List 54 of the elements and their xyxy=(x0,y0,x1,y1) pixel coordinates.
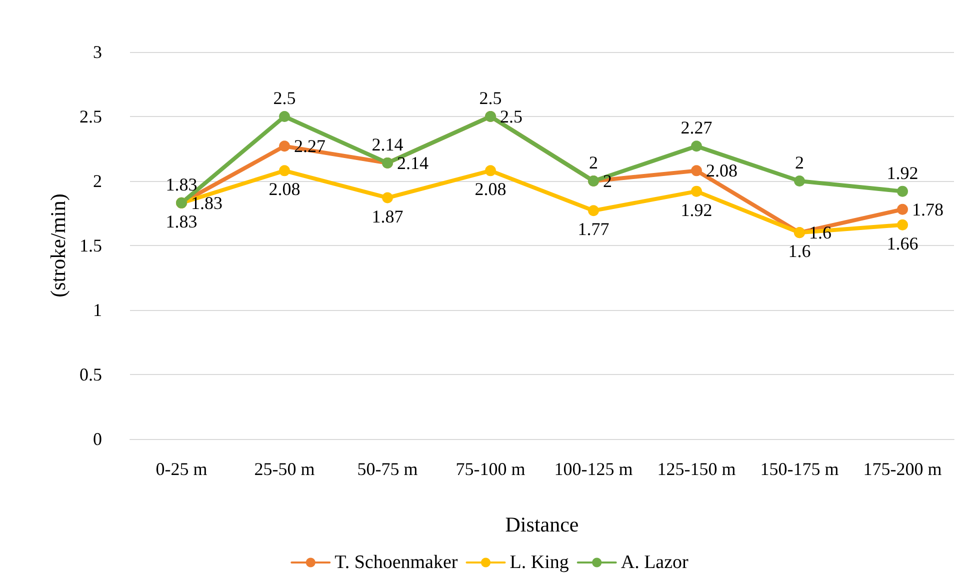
point xyxy=(279,165,290,176)
point xyxy=(485,165,496,176)
data-label: 2.08 xyxy=(268,179,300,200)
y-axis-title: (stroke/min) xyxy=(46,194,70,298)
x-tick-label: 0-25 m xyxy=(156,459,208,479)
data-label: 2 xyxy=(795,152,804,172)
data-label: 2.5 xyxy=(479,88,502,108)
x-tick-label: 100-125 m xyxy=(554,459,633,479)
legend-label: T. Schoenmaker xyxy=(334,552,458,573)
x-tick-label: 150-175 m xyxy=(760,459,839,479)
y-tick-label: 2.5 xyxy=(80,106,102,126)
data-label: 1.87 xyxy=(372,206,404,226)
data-label: 2.08 xyxy=(474,179,506,200)
point xyxy=(691,186,702,197)
data-label: 1.77 xyxy=(578,219,610,240)
point xyxy=(279,111,290,122)
data-label: 1.6 xyxy=(788,241,811,262)
data-label: 1.78 xyxy=(912,199,944,220)
y-tick-label: 3 xyxy=(93,42,102,62)
data-label: 2.5 xyxy=(273,88,296,108)
y-tick-label: 1 xyxy=(93,300,102,320)
point xyxy=(897,186,908,197)
data-label: 2.08 xyxy=(706,160,738,181)
x-axis-title: Distance xyxy=(505,512,579,536)
data-label: 1.92 xyxy=(680,200,712,220)
point xyxy=(588,205,599,216)
point xyxy=(691,140,702,152)
point xyxy=(897,219,908,230)
x-tick-label: 125-150 m xyxy=(657,459,736,479)
data-label: 2 xyxy=(589,152,598,172)
point xyxy=(279,140,290,152)
point xyxy=(794,176,805,186)
data-label: 2.14 xyxy=(397,152,428,173)
data-label: 2.14 xyxy=(372,134,404,154)
data-label: 1.83 xyxy=(166,174,198,194)
data-label: 1.83 xyxy=(166,211,198,232)
point xyxy=(382,192,393,204)
legend-label: A. Lazor xyxy=(620,552,690,573)
x-tick-label: 25-50 m xyxy=(254,459,315,479)
y-tick-label: 0.5 xyxy=(80,364,102,384)
y-tick-label: 1.5 xyxy=(80,236,102,256)
x-tick-label: 175-200 m xyxy=(863,459,942,479)
x-tick-label: 50-75 m xyxy=(357,459,418,479)
point xyxy=(691,165,702,176)
data-label: 2.5 xyxy=(500,106,522,126)
data-label: 1.66 xyxy=(886,233,918,254)
point xyxy=(897,204,908,215)
data-label: 2.27 xyxy=(680,118,712,138)
y-tick-label: 0 xyxy=(93,429,102,449)
y-tick-label: 2 xyxy=(93,171,102,191)
x-tick-label: 75-100 m xyxy=(456,459,526,479)
legend-label: L. King xyxy=(510,552,570,573)
data-label: 1.83 xyxy=(191,192,222,213)
data-label: 1.92 xyxy=(886,162,918,183)
